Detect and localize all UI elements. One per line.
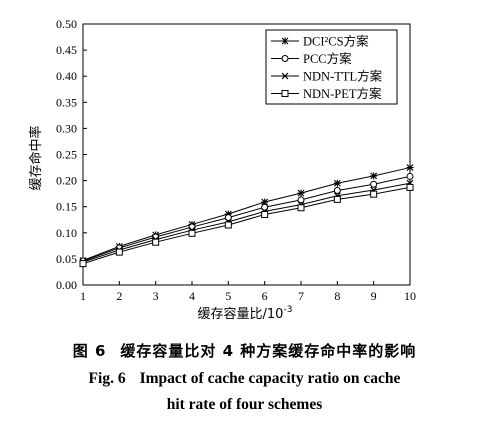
y-axis: 0.00 0.05 0.10 0.15 0.20 0.25 0.30 0.35 0.40 0.45… bbox=[56, 17, 87, 292]
series-3 bbox=[79, 179, 414, 266]
legend-label: DCI²CS方案 bbox=[303, 34, 369, 49]
data-point bbox=[333, 187, 341, 195]
data-point bbox=[281, 72, 289, 80]
y-tick-label: 0.10 bbox=[56, 226, 77, 240]
chart: 0.00 0.05 0.10 0.15 0.20 0.25 0.30 0.35 0.40 0.45… bbox=[28, 17, 416, 322]
data-point bbox=[370, 190, 378, 198]
data-point bbox=[297, 196, 305, 204]
y-tick-label: 0.45 bbox=[56, 43, 77, 57]
y-tick-label: 0.40 bbox=[56, 69, 77, 83]
data-point bbox=[261, 211, 269, 219]
data-point bbox=[261, 198, 269, 206]
data-point bbox=[281, 37, 289, 45]
x-tick-label: 1 bbox=[80, 289, 86, 303]
legend-item: PCC方案 bbox=[271, 51, 352, 66]
series-layer bbox=[79, 164, 414, 268]
x-tick-label: 5 bbox=[225, 289, 231, 303]
series-4 bbox=[79, 183, 414, 268]
data-point bbox=[152, 238, 160, 246]
caption-chinese-number: 图 6 bbox=[72, 342, 107, 360]
caption-english-number: Fig. 6 bbox=[88, 370, 126, 387]
data-point bbox=[333, 195, 341, 203]
y-tick-label: 0.20 bbox=[56, 174, 77, 188]
x-axis-label-main: 缓存容量比/10 bbox=[198, 306, 284, 322]
caption-english-line1: Fig. 6 Impact of cache capacity ratio on … bbox=[0, 370, 489, 388]
data-point bbox=[115, 248, 123, 256]
legend-item: NDN-TTL方案 bbox=[271, 69, 383, 84]
x-tick-label: 7 bbox=[298, 289, 304, 303]
data-point bbox=[188, 229, 196, 237]
legend-label: NDN-TTL方案 bbox=[303, 69, 383, 84]
data-point bbox=[224, 214, 232, 222]
data-point bbox=[224, 210, 232, 218]
x-tick-label: 9 bbox=[371, 289, 377, 303]
data-point bbox=[188, 223, 196, 231]
y-tick-label: 0.50 bbox=[56, 17, 77, 31]
x-tick-label: 4 bbox=[189, 289, 195, 303]
series-line bbox=[82, 167, 411, 261]
data-point bbox=[406, 183, 414, 191]
x-tick-label: 6 bbox=[262, 289, 268, 303]
legend-label: PCC方案 bbox=[303, 51, 352, 66]
series-line bbox=[82, 175, 411, 262]
x-tick-label: 2 bbox=[116, 289, 122, 303]
y-tick-label: 0.25 bbox=[56, 148, 77, 162]
legend-label: NDN-PET方案 bbox=[303, 86, 382, 101]
x-tick-label: 3 bbox=[153, 289, 159, 303]
data-point bbox=[79, 260, 87, 268]
legend: DCI²CS方案 PCC方案 NDN-TTL方案 NDN-PET方案 bbox=[265, 29, 398, 105]
x-axis-label: 缓存容量比/10-3 bbox=[198, 305, 293, 322]
y-tick-label: 0.05 bbox=[56, 252, 77, 266]
series-2 bbox=[79, 172, 414, 265]
data-point bbox=[224, 221, 232, 229]
data-point bbox=[406, 172, 414, 180]
legend-item: DCI²CS方案 bbox=[271, 34, 369, 49]
data-point bbox=[406, 164, 414, 172]
y-tick-label: 0.35 bbox=[56, 95, 77, 109]
caption-chinese: 图 6 缓存容量比对 4 种方案缓存命中率的影响 bbox=[0, 340, 489, 361]
x-tick-label: 10 bbox=[404, 289, 416, 303]
x-tick-label: 8 bbox=[334, 289, 340, 303]
caption-english-text: Impact of cache capacity ratio on cache bbox=[139, 370, 401, 387]
data-point bbox=[370, 172, 378, 180]
data-point bbox=[281, 55, 289, 62]
x-axis: 1 2 3 4 5 6 7 8 9 10 bbox=[80, 281, 416, 303]
x-axis-label-sup: -3 bbox=[283, 305, 292, 315]
y-tick-label: 0.00 bbox=[56, 278, 77, 292]
y-tick-label: 0.15 bbox=[56, 200, 77, 214]
data-point bbox=[281, 90, 289, 97]
y-axis-label: 缓存命中率 bbox=[28, 125, 44, 190]
data-point bbox=[333, 179, 341, 187]
data-point bbox=[297, 189, 305, 197]
y-tick-label: 0.30 bbox=[56, 121, 77, 135]
legend-item: NDN-PET方案 bbox=[271, 86, 382, 101]
caption-english-line2: hit rate of four schemes bbox=[166, 396, 323, 413]
series-line bbox=[82, 186, 411, 265]
data-point bbox=[297, 204, 305, 212]
data-point bbox=[261, 203, 269, 211]
series-line bbox=[82, 182, 411, 263]
caption-chinese-text: 缓存容量比对 4 种方案缓存命中率的影响 bbox=[120, 342, 417, 360]
data-point bbox=[370, 180, 378, 188]
